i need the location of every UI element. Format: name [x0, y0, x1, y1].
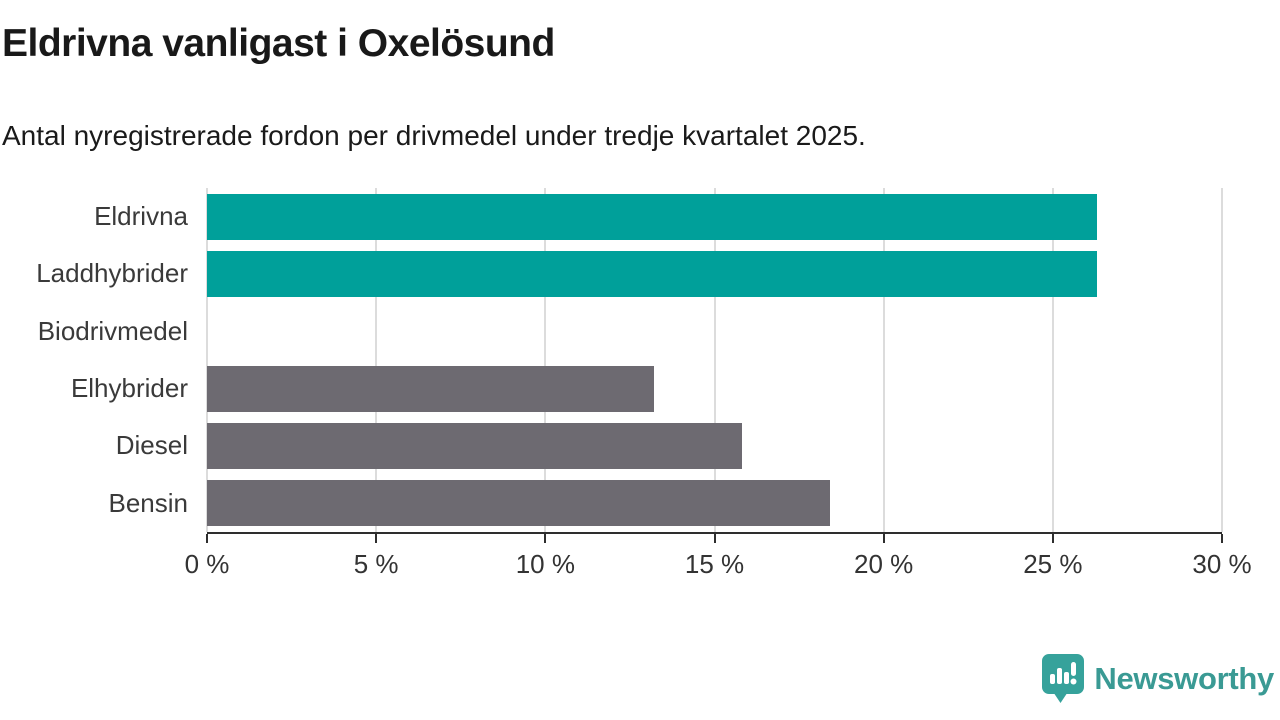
bar	[207, 250, 1097, 297]
x-tick-label: 25 %	[1023, 549, 1083, 579]
x-tick-label: 30 %	[1192, 549, 1252, 579]
speech-bubble-bar-chart-icon	[1041, 653, 1085, 704]
plot-area	[206, 188, 1223, 534]
bar-row	[207, 417, 1222, 474]
bar-row	[207, 188, 1222, 245]
x-tick	[713, 534, 716, 543]
x-tick	[375, 534, 378, 543]
category-label: Eldrivna	[94, 201, 188, 232]
x-tick	[206, 534, 208, 543]
category-label: Elhybrider	[70, 373, 188, 404]
x-tick-label: 10 %	[515, 549, 575, 579]
category-label: Bensin	[108, 487, 189, 518]
bar-row	[207, 245, 1222, 302]
category-label: Diesel	[115, 430, 188, 461]
brand-name: Newsworthy	[1094, 660, 1274, 696]
x-tick-label: 20 %	[854, 549, 914, 579]
x-tick	[544, 534, 547, 543]
chart-subtitle: Antal nyregistrerade fordon per drivmede…	[2, 120, 866, 151]
bar	[207, 193, 1097, 240]
y-axis-category-labels: Eldrivna Laddhybrider Biodrivmedel Elhyb…	[0, 188, 190, 532]
gridline	[1221, 188, 1223, 532]
gridline	[1051, 188, 1054, 532]
gridline	[544, 188, 547, 532]
x-tick-label: 15 %	[684, 549, 745, 579]
gridline	[206, 188, 208, 532]
gridline	[713, 188, 716, 532]
x-tick-label: 5 %	[353, 549, 399, 579]
bar	[207, 422, 742, 469]
bar-row	[207, 360, 1222, 417]
page-title: Eldrivna vanligast i Oxelösund	[2, 22, 555, 65]
bar-rows	[207, 188, 1222, 532]
x-axis-tick-labels: 0 % 5 % 10 % 15 % 20 % 25 % 30 %	[185, 549, 1252, 583]
gridline	[375, 188, 378, 532]
bar-row	[207, 303, 1222, 360]
x-tick	[882, 534, 885, 543]
bar-row	[207, 475, 1222, 532]
category-label: Biodrivmedel	[37, 315, 188, 346]
x-tick	[1221, 534, 1223, 543]
x-tick	[1051, 534, 1054, 543]
x-axis-ticks	[206, 534, 1223, 543]
bar	[207, 480, 830, 527]
newsworthy-brand: Newsworthy	[1041, 653, 1274, 704]
category-label: Laddhybrider	[36, 258, 188, 289]
gridline	[882, 188, 885, 532]
bar	[207, 365, 654, 412]
x-tick-label: 0 %	[184, 549, 230, 579]
